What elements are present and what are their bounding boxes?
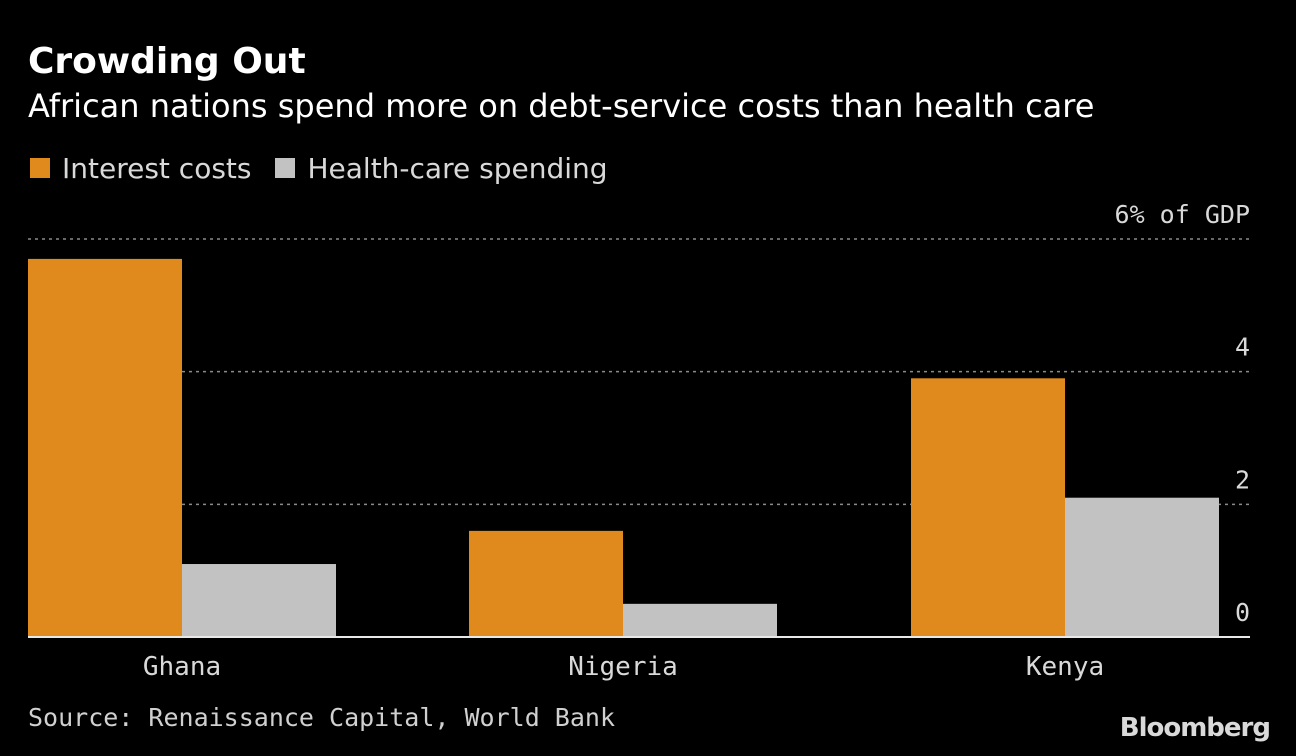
legend-label-interest: Interest costs xyxy=(62,151,252,185)
y-tick-label: 4 xyxy=(1235,333,1250,362)
legend-item-interest: Interest costs xyxy=(30,152,251,185)
bar-kenya-interest xyxy=(911,378,1065,637)
x-tick-label: Ghana xyxy=(143,652,221,682)
legend-swatch-health xyxy=(275,158,296,178)
x-tick-label: Nigeria xyxy=(568,652,678,682)
y-tick-label: 0 xyxy=(1235,598,1250,627)
chart-subtitle: African nations spend more on debt-servi… xyxy=(28,87,1095,125)
bar-nigeria-health xyxy=(623,603,777,637)
bar-kenya-health xyxy=(1065,497,1219,637)
bar-ghana-health xyxy=(182,564,336,637)
bloomberg-logo: Bloomberg xyxy=(1119,713,1271,743)
y-tick-label: 6% of GDP xyxy=(1115,200,1250,229)
legend-label-health: Health-care spending xyxy=(307,151,608,185)
y-tick-label: 2 xyxy=(1235,465,1250,494)
chart-title: Crowding Out xyxy=(28,41,306,82)
legend: Interest costs Health-care spending xyxy=(30,150,632,186)
legend-swatch-interest xyxy=(30,158,50,178)
bar-chart: 0 2 4 6% of GDP Ghana Nigeria Kenya xyxy=(28,200,1250,682)
x-tick-label: Kenya xyxy=(1026,652,1104,682)
bar-nigeria-interest xyxy=(469,530,623,637)
bar-ghana-interest xyxy=(28,258,182,637)
source-note: Source: Renaissance Capital, World Bank xyxy=(28,703,615,732)
legend-item-health: Health-care spending xyxy=(275,151,608,185)
